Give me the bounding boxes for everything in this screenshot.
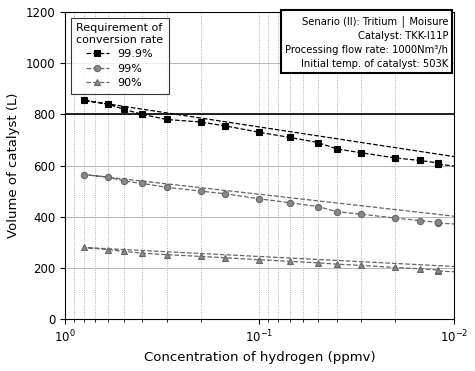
99% [392, 216, 398, 220]
99.9% [470, 166, 475, 170]
99.9% [198, 120, 204, 124]
99% [358, 212, 364, 216]
99% [436, 220, 441, 224]
99% [81, 172, 86, 177]
99% [198, 189, 204, 193]
90% [287, 259, 293, 263]
90% [334, 262, 340, 266]
99% [140, 181, 145, 186]
90% [164, 252, 170, 257]
99% [436, 221, 441, 226]
Y-axis label: Volume of catalyst (L): Volume of catalyst (L) [7, 93, 20, 238]
99.9% [334, 147, 340, 151]
90% [121, 249, 126, 253]
99% [105, 175, 111, 179]
99.9% [222, 124, 228, 128]
99% [417, 219, 422, 223]
99.9% [81, 98, 86, 102]
99% [121, 179, 126, 183]
99% [470, 223, 475, 227]
90% [315, 260, 321, 265]
99.9% [417, 158, 422, 162]
99% [334, 209, 340, 214]
90% [436, 269, 441, 273]
90% [198, 254, 204, 259]
90% [470, 270, 475, 275]
99.9% [436, 162, 441, 167]
99% [287, 200, 293, 205]
90% [105, 247, 111, 252]
99.9% [256, 130, 262, 135]
99.9% [358, 151, 364, 155]
99.9% [436, 161, 441, 165]
Line: 90%: 90% [81, 244, 475, 278]
99% [164, 185, 170, 190]
Legend: 99.9%, 99%, 90%: 99.9%, 99%, 90% [70, 17, 169, 93]
99.9% [392, 156, 398, 160]
Line: 99.9%: 99.9% [81, 97, 475, 184]
90% [358, 263, 364, 267]
90% [392, 265, 398, 270]
Text: Senario (II): Tritium │ Moisure
Catalyst: TKK-I11P
Processing flow rate: 1000Nm³: Senario (II): Tritium │ Moisure Catalyst… [285, 15, 448, 69]
90% [140, 251, 145, 255]
90% [256, 257, 262, 262]
90% [417, 266, 422, 271]
99.9% [287, 135, 293, 139]
X-axis label: Concentration of hydrogen (ppmv): Concentration of hydrogen (ppmv) [143, 351, 375, 364]
99.9% [315, 140, 321, 145]
99% [222, 191, 228, 196]
99.9% [105, 102, 111, 106]
Line: 99%: 99% [81, 171, 475, 237]
90% [222, 256, 228, 260]
90% [81, 245, 86, 250]
99% [315, 204, 321, 209]
99.9% [164, 117, 170, 122]
99.9% [140, 112, 145, 116]
99.9% [121, 107, 126, 111]
90% [436, 268, 441, 272]
99% [256, 197, 262, 201]
